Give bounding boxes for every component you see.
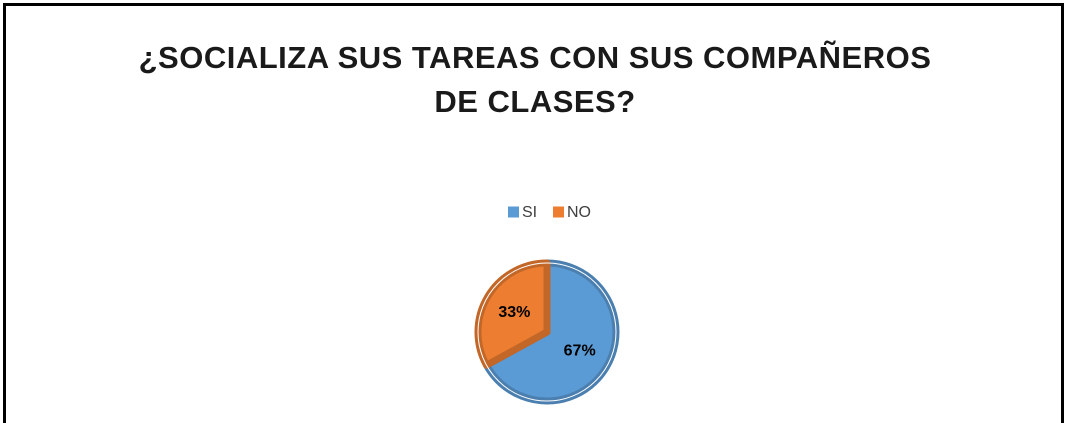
legend-swatch	[508, 206, 519, 218]
chart-frame	[3, 3, 1064, 423]
chart-title: ¿SOCIALIZA SUS TAREAS CON SUS COMPAÑEROS…	[138, 40, 932, 119]
pie-outline	[477, 262, 617, 402]
legend-label: SI	[522, 204, 537, 221]
legend-swatch	[553, 206, 564, 218]
legend-label: NO	[567, 204, 591, 221]
data-label: 33%	[498, 304, 530, 321]
data-label: 67%	[564, 343, 596, 360]
